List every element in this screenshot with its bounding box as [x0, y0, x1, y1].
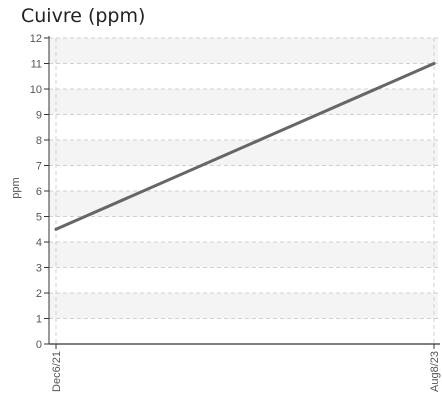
- y-tick-label: 5: [36, 212, 42, 224]
- plot-band: [49, 38, 438, 64]
- y-tick-label: 6: [36, 186, 42, 198]
- data-point: [54, 227, 58, 231]
- plot-band: [49, 293, 438, 319]
- plot-bands: [49, 38, 438, 319]
- y-tick-label: 9: [36, 110, 42, 122]
- x-tick-label: Dec6/21: [51, 351, 63, 392]
- gridlines: [49, 37, 438, 344]
- data-point: [432, 62, 436, 65]
- x-tick-labels: Dec6/21 Aug8/23: [51, 351, 441, 392]
- plot-band: [49, 89, 438, 115]
- chart-title: Cuivre (ppm): [21, 5, 146, 27]
- y-tick-label: 4: [36, 237, 42, 249]
- x-tick-label: Aug8/23: [429, 351, 441, 392]
- plot-band: [49, 242, 438, 268]
- y-tick-label: 8: [36, 135, 42, 147]
- y-tick-label: 12: [30, 33, 42, 45]
- y-tick-label: 0: [36, 339, 42, 351]
- y-tick-label: 3: [36, 263, 42, 275]
- y-tick-label: 10: [30, 84, 42, 96]
- y-tick-label: 1: [36, 314, 42, 326]
- y-axis-label: ppm: [10, 177, 22, 198]
- plot-band: [49, 140, 438, 166]
- y-tick-label: 7: [36, 161, 42, 173]
- y-tick-label: 2: [36, 288, 42, 300]
- series-line: [54, 62, 436, 231]
- plot-band: [49, 191, 438, 217]
- series-lines: [54, 62, 436, 231]
- y-tick-label: 11: [31, 59, 42, 71]
